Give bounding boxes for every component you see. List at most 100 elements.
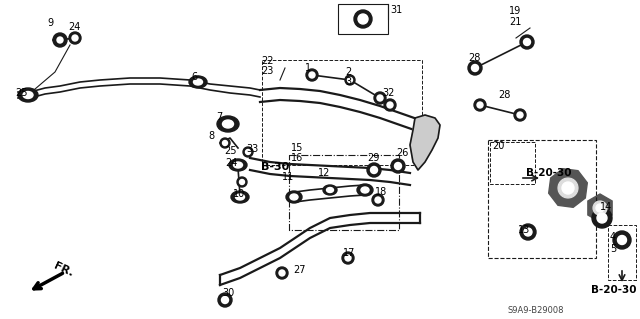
Ellipse shape [286,191,302,203]
Circle shape [474,99,486,111]
Text: B-20-30: B-20-30 [591,285,637,295]
Text: FR.: FR. [52,260,75,278]
Circle shape [472,64,479,71]
Text: 12: 12 [318,168,330,178]
Text: 28: 28 [498,90,510,100]
Text: 33: 33 [246,144,259,154]
Text: 25: 25 [15,88,28,98]
Circle shape [558,178,578,198]
Circle shape [239,180,244,184]
Text: 31: 31 [390,5,403,15]
Text: 3: 3 [345,77,351,87]
Ellipse shape [23,92,33,99]
Circle shape [596,204,604,212]
Text: 22: 22 [261,56,273,66]
Text: 21: 21 [509,17,522,27]
Text: 23: 23 [261,66,273,76]
Text: B-20-30: B-20-30 [526,168,572,178]
Circle shape [562,182,574,194]
Circle shape [345,255,351,261]
Text: 30: 30 [222,288,234,298]
Text: 15: 15 [291,143,303,153]
Circle shape [477,102,483,108]
Bar [490,142,535,184]
Circle shape [72,35,78,41]
Ellipse shape [229,159,247,171]
Circle shape [592,208,612,228]
Ellipse shape [234,162,243,168]
Text: 7: 7 [216,112,222,122]
Text: 1: 1 [305,63,311,73]
Ellipse shape [290,194,298,200]
Circle shape [372,194,384,206]
Circle shape [279,270,285,276]
Polygon shape [548,169,588,207]
Circle shape [394,162,401,169]
Circle shape [237,177,247,187]
Ellipse shape [217,116,239,132]
Text: 18: 18 [375,187,387,197]
Circle shape [520,35,534,49]
Circle shape [618,235,627,244]
Text: B-30: B-30 [261,162,289,172]
Bar [488,140,596,258]
Circle shape [354,10,372,28]
Ellipse shape [231,191,249,203]
Text: 29: 29 [367,153,380,163]
Text: 4: 4 [610,232,616,242]
Text: S9A9-B29008: S9A9-B29008 [508,306,564,315]
Circle shape [359,15,367,23]
Text: 32: 32 [382,88,394,98]
Circle shape [374,92,386,104]
Bar [338,4,388,34]
Circle shape [520,224,536,240]
Polygon shape [588,194,612,222]
Circle shape [218,293,232,307]
Ellipse shape [357,184,373,196]
Circle shape [391,159,405,173]
Text: 10: 10 [233,189,245,199]
Polygon shape [355,11,371,27]
Text: 8: 8 [208,131,214,141]
Circle shape [53,33,67,47]
Circle shape [375,197,381,203]
Polygon shape [410,115,440,170]
Text: 28: 28 [468,53,481,63]
Circle shape [342,252,354,264]
Ellipse shape [326,188,333,192]
Circle shape [246,150,250,154]
Circle shape [220,138,230,148]
Circle shape [387,102,393,108]
Circle shape [69,32,81,44]
Text: 16: 16 [291,153,303,163]
Text: 20: 20 [492,141,504,151]
Text: 24: 24 [68,22,81,32]
Ellipse shape [323,185,337,195]
Circle shape [367,163,381,177]
Ellipse shape [189,76,207,88]
Circle shape [558,178,578,198]
Circle shape [514,109,526,121]
Text: 14: 14 [600,202,612,212]
Circle shape [57,37,63,43]
Text: 9: 9 [47,18,53,28]
Circle shape [371,167,378,174]
Text: 2: 2 [345,67,351,77]
Text: 19: 19 [509,6,521,16]
Circle shape [243,147,253,157]
Circle shape [276,267,288,279]
Bar [289,155,399,230]
Circle shape [593,201,607,215]
Circle shape [597,213,607,223]
Circle shape [517,112,523,118]
Text: 17: 17 [343,248,355,258]
Circle shape [223,140,227,145]
Circle shape [309,72,315,78]
Circle shape [358,14,368,24]
Circle shape [348,78,353,83]
Bar [262,60,422,165]
Circle shape [306,69,318,81]
Text: 25: 25 [224,146,237,156]
Text: 6: 6 [191,72,197,82]
Circle shape [468,61,482,75]
